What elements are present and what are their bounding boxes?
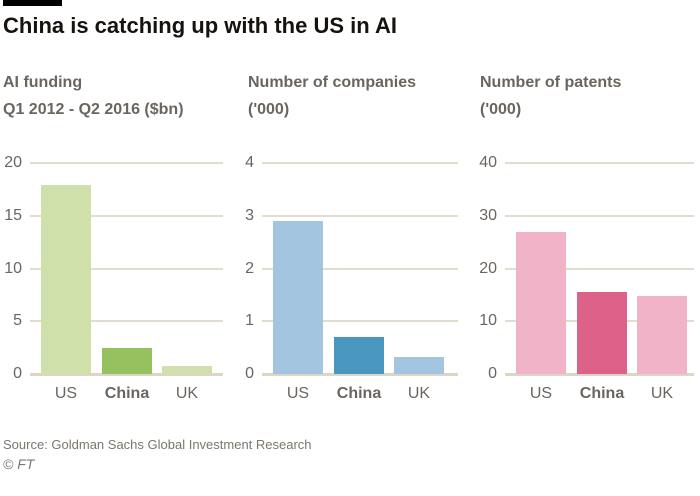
bar-china [577, 292, 627, 374]
category-label-uk: UK [175, 385, 199, 402]
gridline [30, 162, 223, 164]
panel-subtitle: AI funding Q1 2012 - Q2 2016 ($bn) [3, 69, 184, 123]
y-tick-label: 0 [13, 365, 22, 382]
gridline [262, 320, 458, 323]
panel-subtitle-line1: Number of patents [480, 74, 622, 91]
category-label-china: China [336, 385, 382, 402]
bar-uk [394, 357, 444, 374]
x-axis-baseline [262, 373, 458, 376]
gridline [262, 162, 458, 164]
y-tick-label: 3 [245, 206, 254, 224]
gridline [505, 267, 694, 270]
bar-china [102, 348, 152, 374]
y-tick-label: 4 [245, 154, 254, 171]
y-tick-label: 0 [245, 365, 254, 382]
ft-copyright: © FT [3, 456, 35, 472]
y-tick-label: 10 [479, 312, 497, 330]
panel-subtitle: Number of companies ('000) [248, 69, 416, 123]
panel-subtitle-line2: ('000) [248, 101, 290, 118]
y-tick-label: 1 [245, 312, 254, 330]
category-label-china: China [579, 385, 625, 402]
gridline [505, 214, 694, 217]
gridline [30, 214, 223, 217]
y-tick-label: 40 [479, 154, 497, 171]
bar-uk [637, 296, 687, 374]
category-label-us: US [286, 385, 310, 402]
panel-subtitle-line2: Q1 2012 - Q2 2016 ($bn) [3, 101, 184, 118]
bar-us [41, 185, 91, 374]
bar-us [273, 221, 323, 374]
y-tick-label: 30 [479, 206, 497, 224]
gridline [262, 267, 458, 270]
y-tick-label: 2 [245, 259, 254, 277]
category-label-us: US [529, 385, 553, 402]
y-tick-label: 15 [4, 206, 22, 224]
panel-subtitle: Number of patents ('000) [480, 69, 621, 123]
source-note: Source: Goldman Sachs Global Investment … [3, 437, 312, 452]
gridline [505, 162, 694, 164]
category-label-uk: UK [407, 385, 431, 402]
gridline [262, 214, 458, 217]
panel-subtitle-line1: AI funding [3, 74, 83, 91]
panel-subtitle-line2: ('000) [480, 101, 522, 118]
bar-china [334, 337, 384, 374]
x-axis-baseline [505, 373, 694, 376]
x-axis-baseline [30, 373, 223, 376]
bar-us [516, 232, 566, 374]
category-label-us: US [54, 385, 78, 402]
y-tick-label: 20 [4, 154, 22, 171]
category-label-uk: UK [650, 385, 674, 402]
y-tick-label: 10 [4, 259, 22, 277]
gridline [30, 320, 223, 323]
title-accent-bar [3, 0, 62, 6]
y-tick-label: 5 [13, 312, 22, 330]
category-label-china: China [104, 385, 150, 402]
y-tick-label: 20 [479, 259, 497, 277]
bar-uk [162, 366, 212, 374]
chart-title: China is catching up with the US in AI [3, 13, 397, 38]
gridline [30, 267, 223, 270]
panel-subtitle-line1: Number of companies [248, 74, 417, 91]
y-tick-label: 0 [488, 365, 497, 382]
